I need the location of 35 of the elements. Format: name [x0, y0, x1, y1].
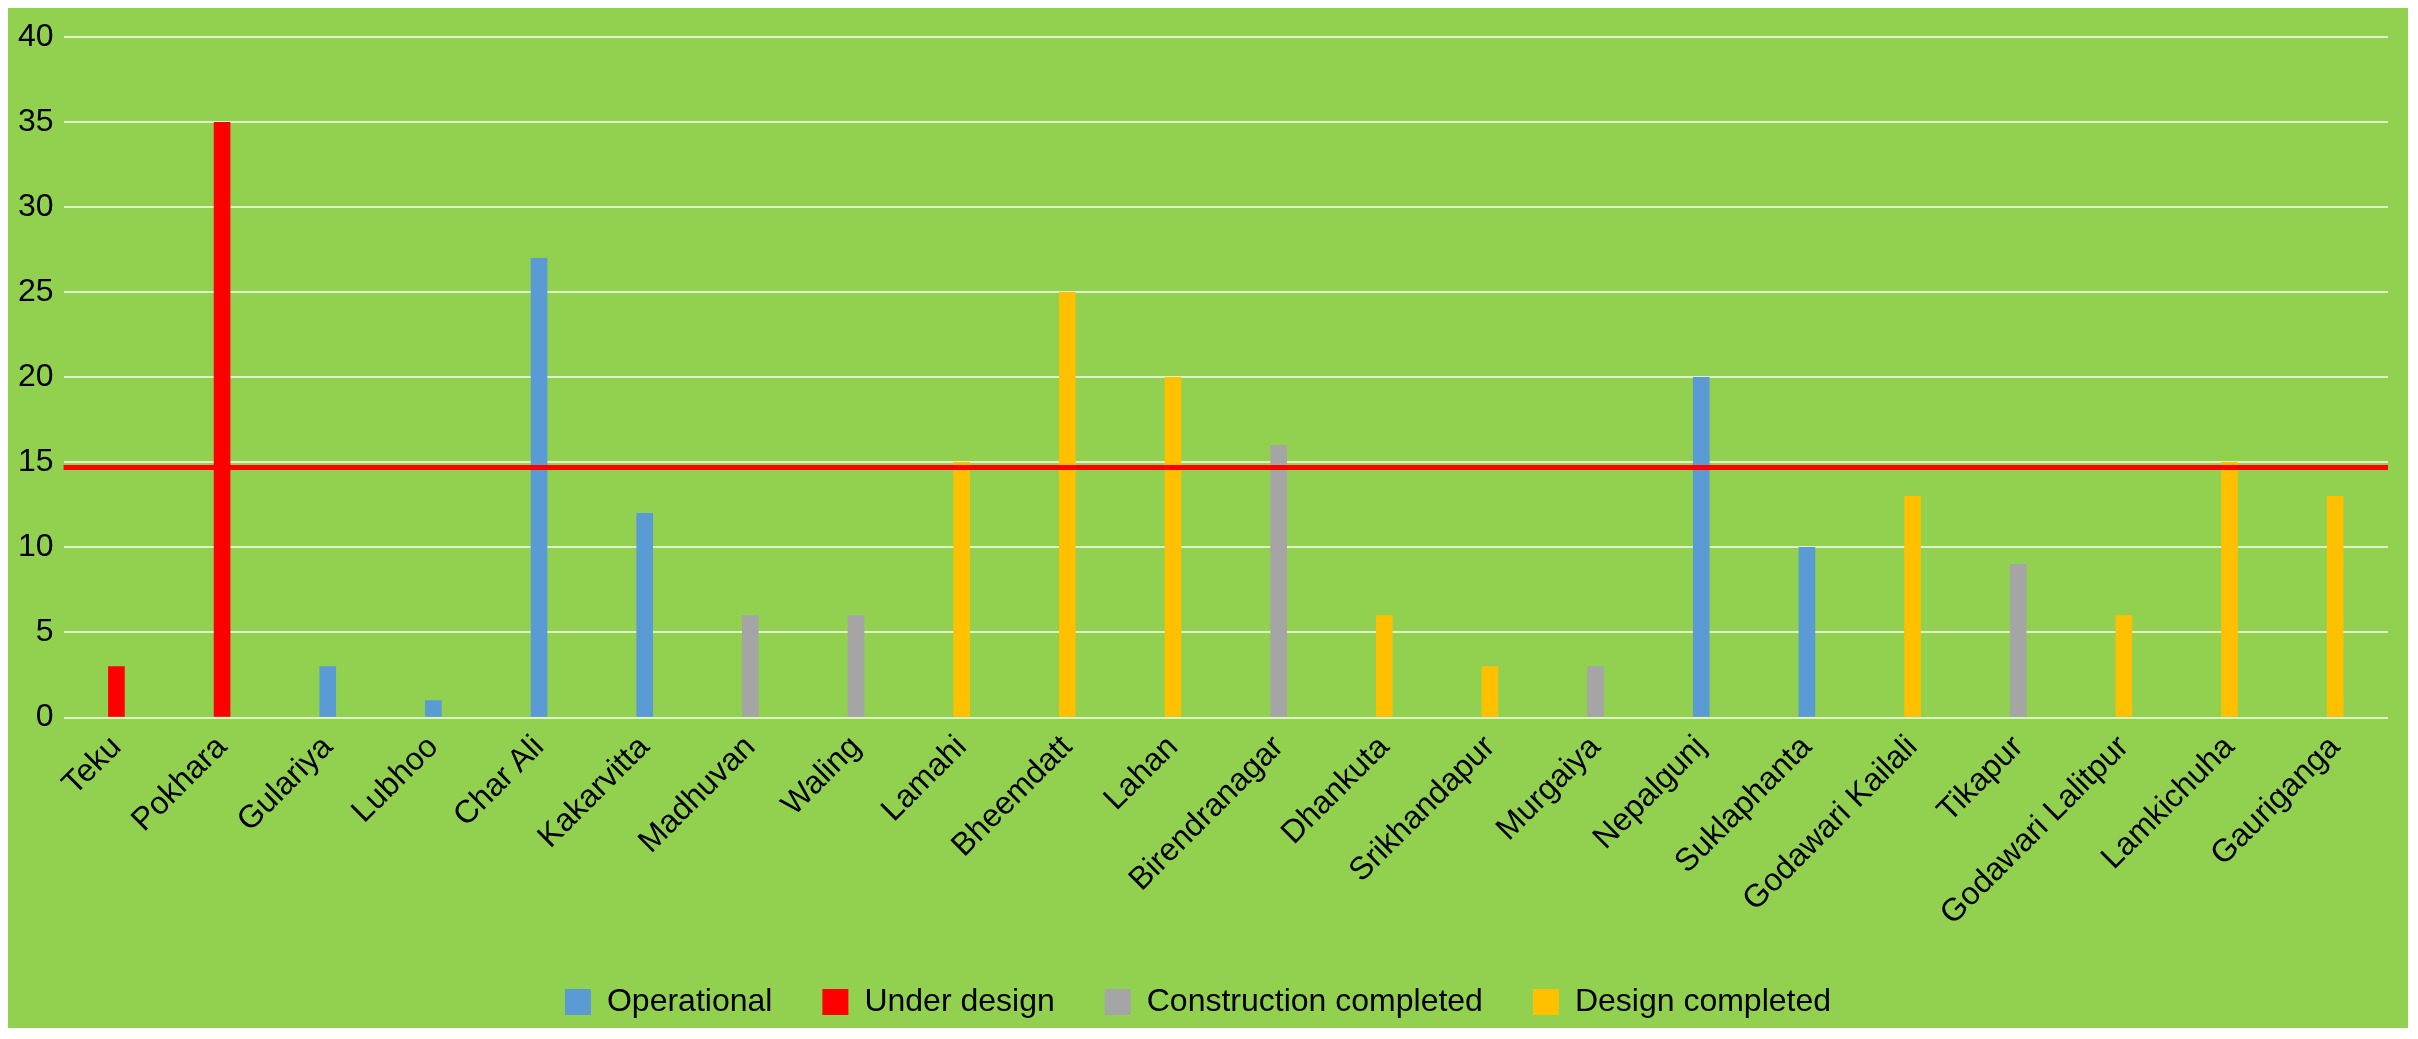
legend-label: Design completed [1574, 981, 1832, 1018]
bar [1798, 547, 1816, 717]
bar [847, 615, 865, 717]
y-tick-label: 40 [18, 17, 54, 54]
bar [1587, 666, 1604, 717]
y-tick-label: 15 [18, 442, 54, 479]
bar [1375, 615, 1393, 717]
bar [2009, 564, 2027, 717]
bar [425, 700, 442, 717]
bar [636, 513, 654, 717]
y-tick-label: 10 [18, 527, 54, 564]
bar [2221, 462, 2238, 717]
bar [1270, 445, 1287, 717]
y-tick-label: 35 [18, 102, 54, 139]
legend-label: Under design [864, 981, 1055, 1018]
legend-label: Construction completed [1146, 981, 1483, 1018]
bar [530, 257, 548, 717]
bar [319, 666, 337, 717]
y-tick-label: 20 [18, 357, 54, 394]
y-tick-label: 5 [35, 612, 54, 649]
y-tick-label: 25 [18, 272, 54, 309]
bar [2326, 496, 2344, 717]
bar [953, 462, 970, 717]
bar [1904, 496, 1921, 717]
bar [1058, 291, 1076, 717]
y-tick-label: 30 [18, 187, 54, 224]
bar [1164, 377, 1182, 717]
bar [2115, 615, 2133, 717]
x-tick-label: Teku [54, 727, 128, 802]
legend-label: Operational [606, 981, 773, 1018]
bar [108, 666, 125, 717]
bar [742, 615, 759, 717]
y-tick-label: 0 [35, 697, 54, 734]
bar [1481, 666, 1499, 717]
bar [1692, 377, 1710, 717]
